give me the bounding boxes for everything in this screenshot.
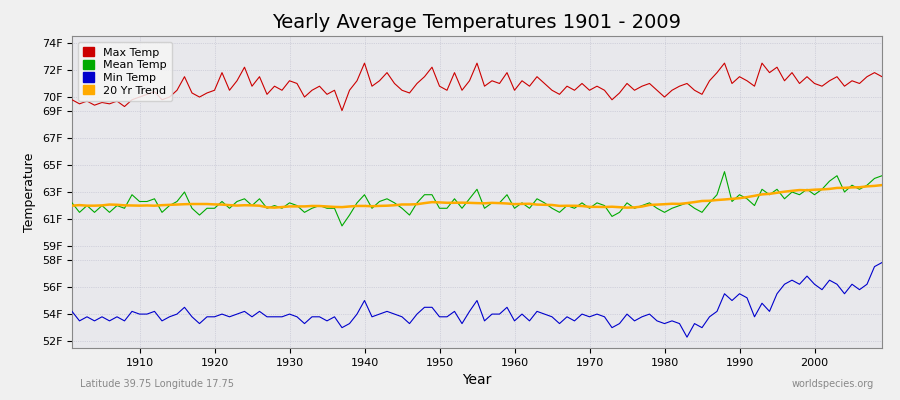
- Text: worldspecies.org: worldspecies.org: [792, 379, 874, 389]
- Y-axis label: Temperature: Temperature: [23, 152, 36, 232]
- Text: Latitude 39.75 Longitude 17.75: Latitude 39.75 Longitude 17.75: [80, 379, 234, 389]
- Legend: Max Temp, Mean Temp, Min Temp, 20 Yr Trend: Max Temp, Mean Temp, Min Temp, 20 Yr Tre…: [77, 42, 172, 101]
- Title: Yearly Average Temperatures 1901 - 2009: Yearly Average Temperatures 1901 - 2009: [273, 13, 681, 32]
- X-axis label: Year: Year: [463, 373, 491, 387]
